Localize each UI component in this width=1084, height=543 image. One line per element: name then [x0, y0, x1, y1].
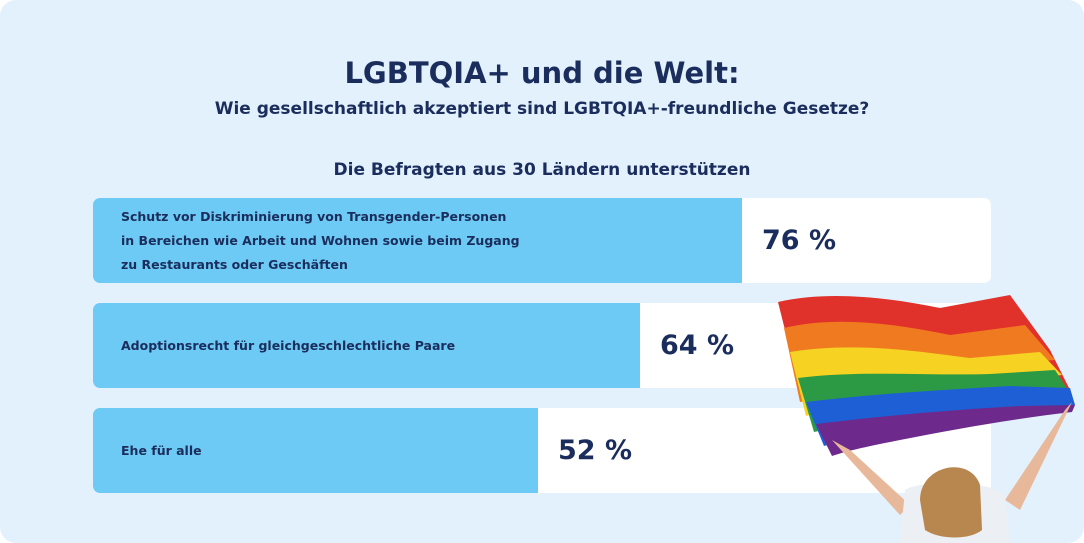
bar-value-label: 76 %: [762, 225, 837, 256]
bar-value-label: 64 %: [660, 330, 735, 361]
bar-label: Schutz vor Diskriminierung von Transgend…: [121, 208, 520, 272]
bar-value-label: 52 %: [558, 435, 633, 466]
section-heading: Die Befragten aus 30 Ländern unterstütze…: [333, 160, 751, 180]
bar-label: Ehe für alle: [121, 442, 202, 458]
bar-fill: [93, 198, 742, 283]
bar-label: Adoptionsrecht für gleichgeschlechtliche…: [121, 337, 456, 353]
bar-fill: [93, 303, 640, 388]
pride-flag-photo: [778, 295, 1075, 543]
bar-row: Schutz vor Diskriminierung von Transgend…: [93, 198, 991, 283]
chart-subtitle: Wie gesellschaftlich akzeptiert sind LGB…: [214, 99, 870, 119]
pride-flag: [778, 295, 1075, 456]
person: [832, 402, 1072, 543]
bar-fill: [93, 408, 538, 493]
chart-title: LGBTQIA+ und die Welt:: [344, 56, 740, 90]
